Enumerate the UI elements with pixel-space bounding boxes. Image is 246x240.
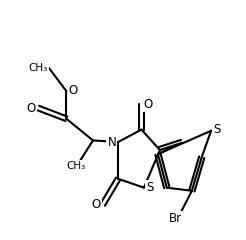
Text: CH₃: CH₃ bbox=[29, 63, 48, 73]
Text: CH₃: CH₃ bbox=[66, 161, 85, 171]
Text: O: O bbox=[37, 61, 46, 74]
Text: O: O bbox=[144, 98, 153, 111]
Text: O: O bbox=[27, 102, 36, 114]
Text: O: O bbox=[69, 84, 78, 96]
Text: O: O bbox=[91, 198, 101, 211]
Text: N: N bbox=[108, 136, 116, 149]
Text: S: S bbox=[213, 123, 220, 136]
Text: Br: Br bbox=[169, 212, 182, 225]
Text: S: S bbox=[146, 181, 154, 194]
